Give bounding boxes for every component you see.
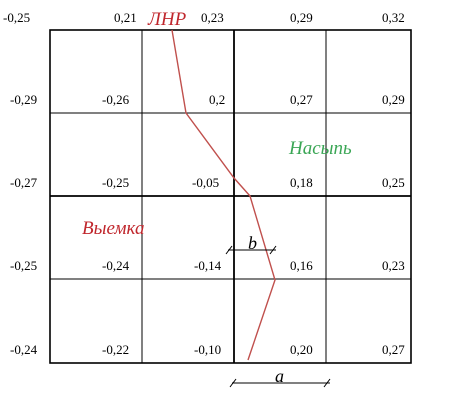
- node-value: -0,25: [10, 258, 37, 273]
- node-value: 0,27: [382, 342, 405, 357]
- node-value: -0,14: [194, 258, 222, 273]
- node-value: 0,23: [382, 258, 405, 273]
- node-value: 0,27: [290, 92, 313, 107]
- dimension-b-tick-left: [225, 245, 233, 255]
- node-values: -0,25 0,21 0,23 0,29 0,32 -0,29 -0,26 0,…: [3, 10, 405, 357]
- dimension-b: [225, 245, 277, 255]
- node-value: -0,27: [10, 175, 38, 190]
- node-value: 0,25: [382, 175, 405, 190]
- node-value: 0,2: [209, 92, 225, 107]
- dimension-a-label: a: [275, 366, 284, 386]
- zero-work-line: [171, 29, 276, 361]
- dimension-b-label: b: [248, 233, 257, 253]
- node-value: 0,29: [382, 92, 405, 107]
- node-value: -0,10: [194, 342, 221, 357]
- cut-zone-label: Выемка: [82, 218, 144, 239]
- dimension-a-tick-left: [229, 378, 237, 388]
- zero-line-label: ЛНР: [147, 9, 187, 30]
- node-value: 0,21: [114, 10, 137, 25]
- grid-lines: [49, 29, 412, 364]
- node-value: -0,26: [102, 92, 130, 107]
- dimension-b-tick-right: [269, 245, 277, 255]
- node-value: -0,25: [102, 175, 129, 190]
- fill-zone-label: Насыпь: [288, 138, 352, 159]
- node-value: -0,29: [10, 92, 37, 107]
- node-value: 0,32: [382, 10, 405, 25]
- dimension-a: [229, 378, 331, 388]
- node-value: -0,24: [10, 342, 38, 357]
- node-value: -0,24: [102, 258, 130, 273]
- node-value: 0,18: [290, 175, 313, 190]
- node-value: 0,29: [290, 10, 313, 25]
- dimension-a-tick-right: [323, 378, 331, 388]
- node-value: 0,20: [290, 342, 313, 357]
- node-value: 0,16: [290, 258, 313, 273]
- node-value: -0,05: [192, 175, 219, 190]
- node-value: 0,23: [201, 10, 224, 25]
- node-value: -0,25: [3, 10, 30, 25]
- node-value: -0,22: [102, 342, 129, 357]
